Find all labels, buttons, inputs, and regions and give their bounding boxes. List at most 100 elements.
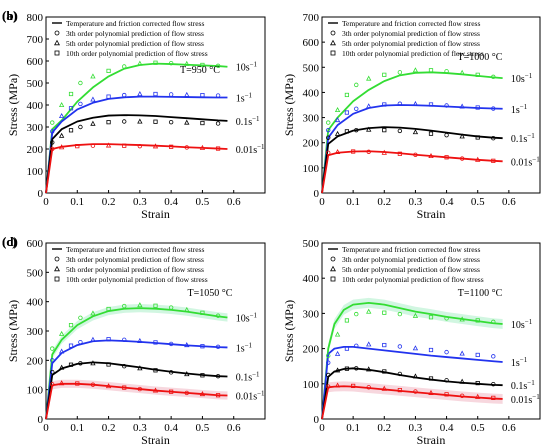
y-tick-label: 800: [27, 12, 44, 24]
prediction-marker-circle: [50, 346, 55, 351]
prediction-marker-square: [153, 91, 158, 97]
y-tick-label: 500: [27, 267, 44, 279]
prediction-marker-circle: [397, 101, 403, 106]
prediction-marker-circle: [50, 369, 55, 375]
prediction-marker-square: [106, 68, 111, 73]
prediction-marker-square: [153, 368, 158, 373]
prediction-marker-square: [153, 340, 158, 345]
y-tick-label: 300: [27, 122, 44, 134]
prediction-marker-square: [68, 362, 74, 367]
panel-label: (c): [2, 234, 16, 249]
x-tick-label: 0: [319, 196, 325, 208]
series-label: 0.1s−1: [511, 132, 535, 145]
prediction-marker-circle: [491, 381, 496, 387]
legend-label: 10th order polynomial prediction of flow…: [342, 49, 484, 58]
x-tick-label: 0.5: [471, 196, 485, 208]
prediction-marker-triangle: [137, 302, 143, 308]
prediction-marker-circle: [215, 313, 221, 318]
series-line: [45, 339, 228, 420]
prediction-marker-triangle: [184, 306, 190, 312]
prediction-marker-circle: [215, 373, 221, 379]
prediction-marker-triangle: [459, 378, 465, 384]
prediction-marker-square: [153, 60, 158, 65]
prediction-marker-triangle: [137, 90, 143, 96]
y-axis-label: Stress (MPa): [282, 300, 296, 362]
temperature-label: T=1050 °C: [188, 288, 233, 299]
prediction-marker-square: [397, 151, 402, 156]
legend-label: 3th order polynomial prediction of flow …: [342, 255, 480, 264]
prediction-marker-triangle: [90, 73, 96, 79]
prediction-marker-circle: [397, 371, 403, 377]
prediction-marker-square: [75, 144, 80, 149]
prediction-marker-circle: [184, 390, 189, 396]
y-tick-label: 100: [27, 166, 44, 178]
prediction-marker-circle: [122, 364, 127, 369]
prediction-marker-square: [200, 344, 205, 349]
prediction-marker-triangle: [412, 345, 419, 351]
x-tick-label: 0.2: [102, 422, 116, 434]
prediction-marker-triangle: [137, 60, 143, 66]
prediction-marker-square: [344, 129, 350, 134]
prediction-marker-triangle: [199, 391, 206, 397]
y-tick-label: 0: [38, 188, 44, 200]
prediction-marker-circle: [444, 103, 449, 108]
prediction-marker-square: [344, 346, 350, 351]
y-tick-label: 600: [27, 238, 44, 250]
prediction-marker-triangle: [459, 133, 465, 139]
x-tick-label: 0.1: [346, 196, 360, 208]
prediction-marker-triangle: [184, 371, 190, 377]
prediction-marker-circle: [168, 305, 174, 310]
y-axis-label: Stress (MPa): [6, 74, 20, 136]
prediction-marker-circle: [491, 135, 496, 141]
prediction-marker-circle: [90, 382, 96, 387]
series-label: 0.01s−1: [236, 390, 265, 403]
series-line: [45, 114, 228, 194]
series-label-base: 1s: [511, 105, 520, 116]
x-tick-label: 0.1: [70, 196, 84, 208]
series-line: [45, 307, 228, 420]
prediction-marker-circle: [397, 70, 403, 75]
series-label: 10s−1: [511, 72, 533, 85]
x-tick-label: 0.2: [377, 196, 391, 208]
prediction-marker-circle: [459, 393, 465, 398]
y-tick-label: 300: [303, 308, 320, 320]
legend-label: 10th order polynomial prediction of flow…: [66, 275, 208, 284]
prediction-marker-circle: [90, 143, 96, 148]
prediction-marker-circle: [78, 101, 83, 107]
prediction-marker-triangle: [90, 360, 96, 366]
x-tick-label: 0.4: [164, 196, 178, 208]
prediction-marker-circle: [122, 303, 127, 309]
prediction-marker-circle: [50, 120, 55, 125]
legend-label: Temperature and friction corrected flow …: [342, 245, 480, 254]
series-label-exponent: −1: [525, 318, 533, 326]
prediction-marker-square: [475, 135, 480, 140]
legend-label: 5th order polynomial prediction of flow …: [342, 39, 480, 48]
prediction-marker-square: [475, 105, 480, 110]
prediction-marker-square: [382, 128, 387, 133]
prediction-marker-triangle: [412, 67, 419, 73]
series-line: [321, 104, 503, 194]
prediction-marker-circle: [78, 124, 83, 130]
y-tick-label: 300: [303, 113, 320, 125]
prediction-marker-square: [382, 369, 387, 374]
prediction-marker-square: [106, 306, 111, 312]
prediction-marker-triangle: [334, 117, 341, 123]
y-tick-label: 200: [27, 144, 44, 156]
prediction-marker-triangle: [90, 96, 96, 102]
prediction-marker-circle: [459, 156, 465, 161]
prediction-marker-square: [475, 72, 480, 77]
prediction-marker-square: [68, 343, 74, 348]
series-line: [45, 382, 228, 420]
y-tick-label: 100: [303, 163, 320, 175]
prediction-marker-triangle: [334, 130, 341, 136]
prediction-marker-circle: [78, 80, 83, 86]
series-label-base: 1s: [236, 94, 245, 105]
panel-label: (b): [2, 8, 18, 23]
prediction-marker-triangle: [90, 120, 96, 126]
prediction-marker-circle: [326, 150, 331, 155]
prediction-marker-circle: [122, 92, 127, 98]
legend-circle-icon: [330, 256, 336, 262]
legend-square-icon: [54, 276, 60, 282]
x-axis-label: Strain: [141, 207, 170, 221]
y-tick-label: 500: [303, 62, 320, 74]
